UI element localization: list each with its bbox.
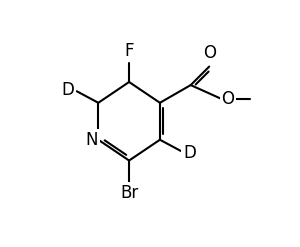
Text: D: D: [61, 81, 74, 99]
Text: O: O: [221, 90, 235, 108]
Text: O: O: [203, 44, 216, 62]
Text: F: F: [124, 42, 134, 61]
Text: N: N: [86, 131, 98, 149]
Text: D: D: [183, 144, 196, 162]
Text: Br: Br: [120, 184, 138, 202]
